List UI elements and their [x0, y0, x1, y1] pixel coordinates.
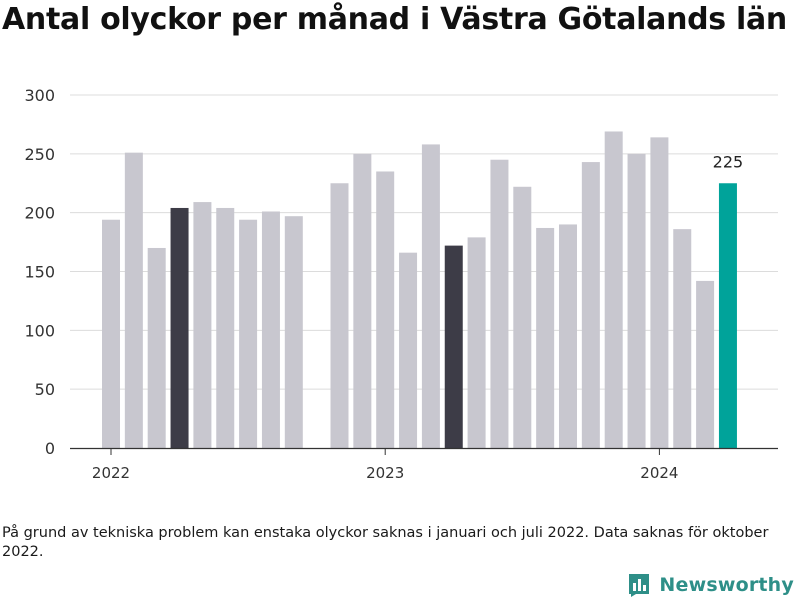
bar-2024-02: [673, 229, 692, 448]
bar-chart: 0 50 100 150 200 250 300 2022 2023 2024 225: [24, 86, 778, 482]
brand: Newsworthy: [627, 570, 794, 600]
bar-2022-06: [216, 207, 235, 448]
brand-name: Newsworthy: [659, 574, 794, 596]
bar-2023-09: [559, 224, 577, 448]
y-tick-label: 100: [24, 321, 55, 340]
bars: [102, 131, 737, 449]
bar-2022-03: [147, 247, 166, 448]
bar-2023-01: [376, 171, 395, 448]
bar-2022-04: [170, 207, 189, 448]
y-tick-label: 0: [45, 439, 55, 458]
x-tick-label: 2023: [366, 464, 404, 482]
bar-2022-08: [261, 211, 280, 448]
bar-2023-12: [627, 153, 646, 449]
y-axis: 0 50 100 150 200 250 300: [24, 86, 55, 458]
bar-2024-03: [696, 280, 715, 448]
footnote: På grund av tekniska problem kan enstaka…: [2, 525, 769, 560]
y-tick-label: 300: [24, 86, 55, 105]
x-axis: 2022 2023 2024: [70, 447, 778, 482]
newsworthy-logo-icon: [629, 574, 650, 597]
bar-2024-04: [718, 183, 737, 448]
x-tick-label: 2022: [92, 464, 130, 482]
bar-2022-05: [193, 202, 212, 448]
bar-2022-12: [353, 153, 372, 449]
bar-2023-10: [581, 162, 600, 448]
bar-2023-06: [490, 159, 509, 448]
y-tick-label: 200: [24, 204, 55, 223]
bar-2023-07: [513, 186, 532, 448]
bar-2022-02: [124, 152, 143, 448]
bar-2024-01: [650, 137, 669, 449]
bar-2022-01: [102, 219, 120, 448]
bar-2023-08: [536, 227, 555, 448]
bar-2022-07: [239, 219, 258, 448]
bar-2023-11: [604, 131, 623, 448]
data-label-2024-04: 225: [713, 152, 744, 171]
bar-2023-02: [399, 252, 418, 448]
bar-2022-09: [284, 216, 303, 448]
bar-2022-11: [330, 183, 349, 448]
bar-2023-04: [444, 245, 463, 448]
y-tick-label: 250: [24, 145, 55, 164]
bar-2023-05: [467, 237, 486, 448]
chart-title: Antal olyckor per månad i Västra Götalan…: [2, 2, 787, 37]
x-tick-label: 2024: [640, 464, 678, 482]
data-labels: 225: [713, 152, 744, 171]
y-tick-label: 50: [35, 380, 55, 399]
bar-2023-03: [421, 144, 440, 449]
y-tick-label: 150: [24, 263, 55, 282]
